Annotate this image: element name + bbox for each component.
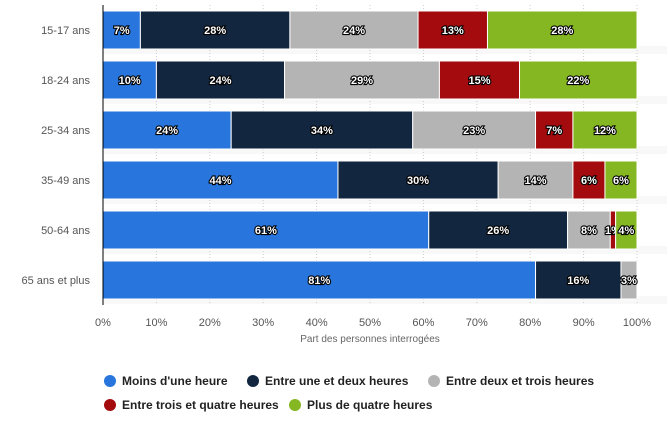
x-tick-label: 50% — [359, 317, 381, 329]
bar-segment — [572, 160, 606, 200]
bar-segment — [289, 10, 419, 50]
bar-segment — [519, 60, 638, 100]
category-label: 35-49 ans — [41, 175, 90, 187]
data-label: 30% — [407, 175, 429, 187]
data-label: 34% — [311, 125, 333, 137]
data-label: 24% — [343, 25, 365, 37]
category-label: 15-17 ans — [41, 25, 90, 37]
x-tick-label: 40% — [306, 317, 328, 329]
legend-label: Entre deux et trois heures — [446, 374, 594, 388]
data-label: 26% — [487, 225, 509, 237]
data-label: 15% — [468, 75, 490, 87]
data-label: 16% — [567, 275, 589, 287]
row-band — [103, 46, 667, 54]
data-label: 7% — [114, 25, 130, 37]
data-label: 4% — [618, 225, 634, 237]
bar-segment — [497, 160, 574, 200]
bar-segment — [284, 60, 440, 100]
data-label: 10% — [119, 75, 141, 87]
x-tick-label: 70% — [466, 317, 488, 329]
category-label: 18-24 ans — [41, 75, 90, 87]
x-axis-title: Part des personnes interrogées — [300, 334, 440, 345]
bar-segment — [604, 160, 638, 200]
row-band — [103, 196, 667, 204]
row-band — [103, 296, 667, 304]
data-label: 24% — [156, 125, 178, 137]
x-tick-label: 100% — [623, 317, 651, 329]
x-tick-label: 20% — [199, 317, 221, 329]
bar-segment — [155, 60, 286, 100]
x-tick-label: 10% — [145, 317, 167, 329]
data-label: 22% — [567, 75, 589, 87]
legend-label: Moins d'une heure — [122, 374, 228, 388]
data-label: 14% — [525, 175, 547, 187]
data-label: 44% — [209, 175, 231, 187]
legend-label: Entre une et deux heures — [265, 374, 409, 388]
bar-segment — [230, 110, 414, 150]
legend-label: Entre trois et quatre heures — [122, 398, 279, 412]
data-label: 23% — [463, 125, 485, 137]
data-label: 28% — [204, 25, 226, 37]
data-label: 7% — [546, 125, 562, 137]
bar-segment — [535, 110, 574, 150]
legend-marker — [104, 375, 116, 387]
data-label: 6% — [581, 175, 597, 187]
x-tick-label: 0% — [95, 317, 111, 329]
category-label: 25-34 ans — [41, 125, 90, 137]
x-tick-label: 60% — [412, 317, 434, 329]
legend-marker — [247, 375, 259, 387]
x-tick-label: 90% — [573, 317, 595, 329]
x-tick-label: 80% — [519, 317, 541, 329]
data-label: 3% — [621, 275, 637, 287]
bar-segment — [535, 260, 622, 300]
bar-segment — [417, 10, 488, 50]
bar-segment — [102, 210, 430, 250]
bar-segment — [486, 10, 638, 50]
data-label: 28% — [551, 25, 573, 37]
row-band — [103, 96, 667, 104]
row-band — [103, 246, 667, 254]
data-label: 6% — [613, 175, 629, 187]
bar-segment — [337, 160, 499, 200]
data-label: 61% — [255, 225, 277, 237]
category-label: 50-64 ans — [41, 225, 90, 237]
bar-segment — [615, 210, 638, 250]
row-band — [103, 146, 667, 154]
legend-label: Plus de quatre heures — [307, 398, 433, 412]
bar-segment — [102, 10, 141, 50]
x-tick-label: 30% — [252, 317, 274, 329]
legend-marker — [289, 399, 301, 411]
data-label: 12% — [594, 125, 616, 137]
bar-segment — [102, 110, 232, 150]
bar-segment — [572, 110, 638, 150]
legend-marker — [428, 375, 440, 387]
data-label: 8% — [581, 225, 597, 237]
bar-segment — [620, 260, 638, 300]
data-label: 13% — [442, 25, 464, 37]
legend-marker — [104, 399, 116, 411]
data-label: 24% — [209, 75, 231, 87]
data-label: 81% — [308, 275, 330, 287]
category-label: 65 ans et plus — [22, 275, 91, 287]
bar-segment — [567, 210, 611, 250]
data-label: 29% — [351, 75, 373, 87]
